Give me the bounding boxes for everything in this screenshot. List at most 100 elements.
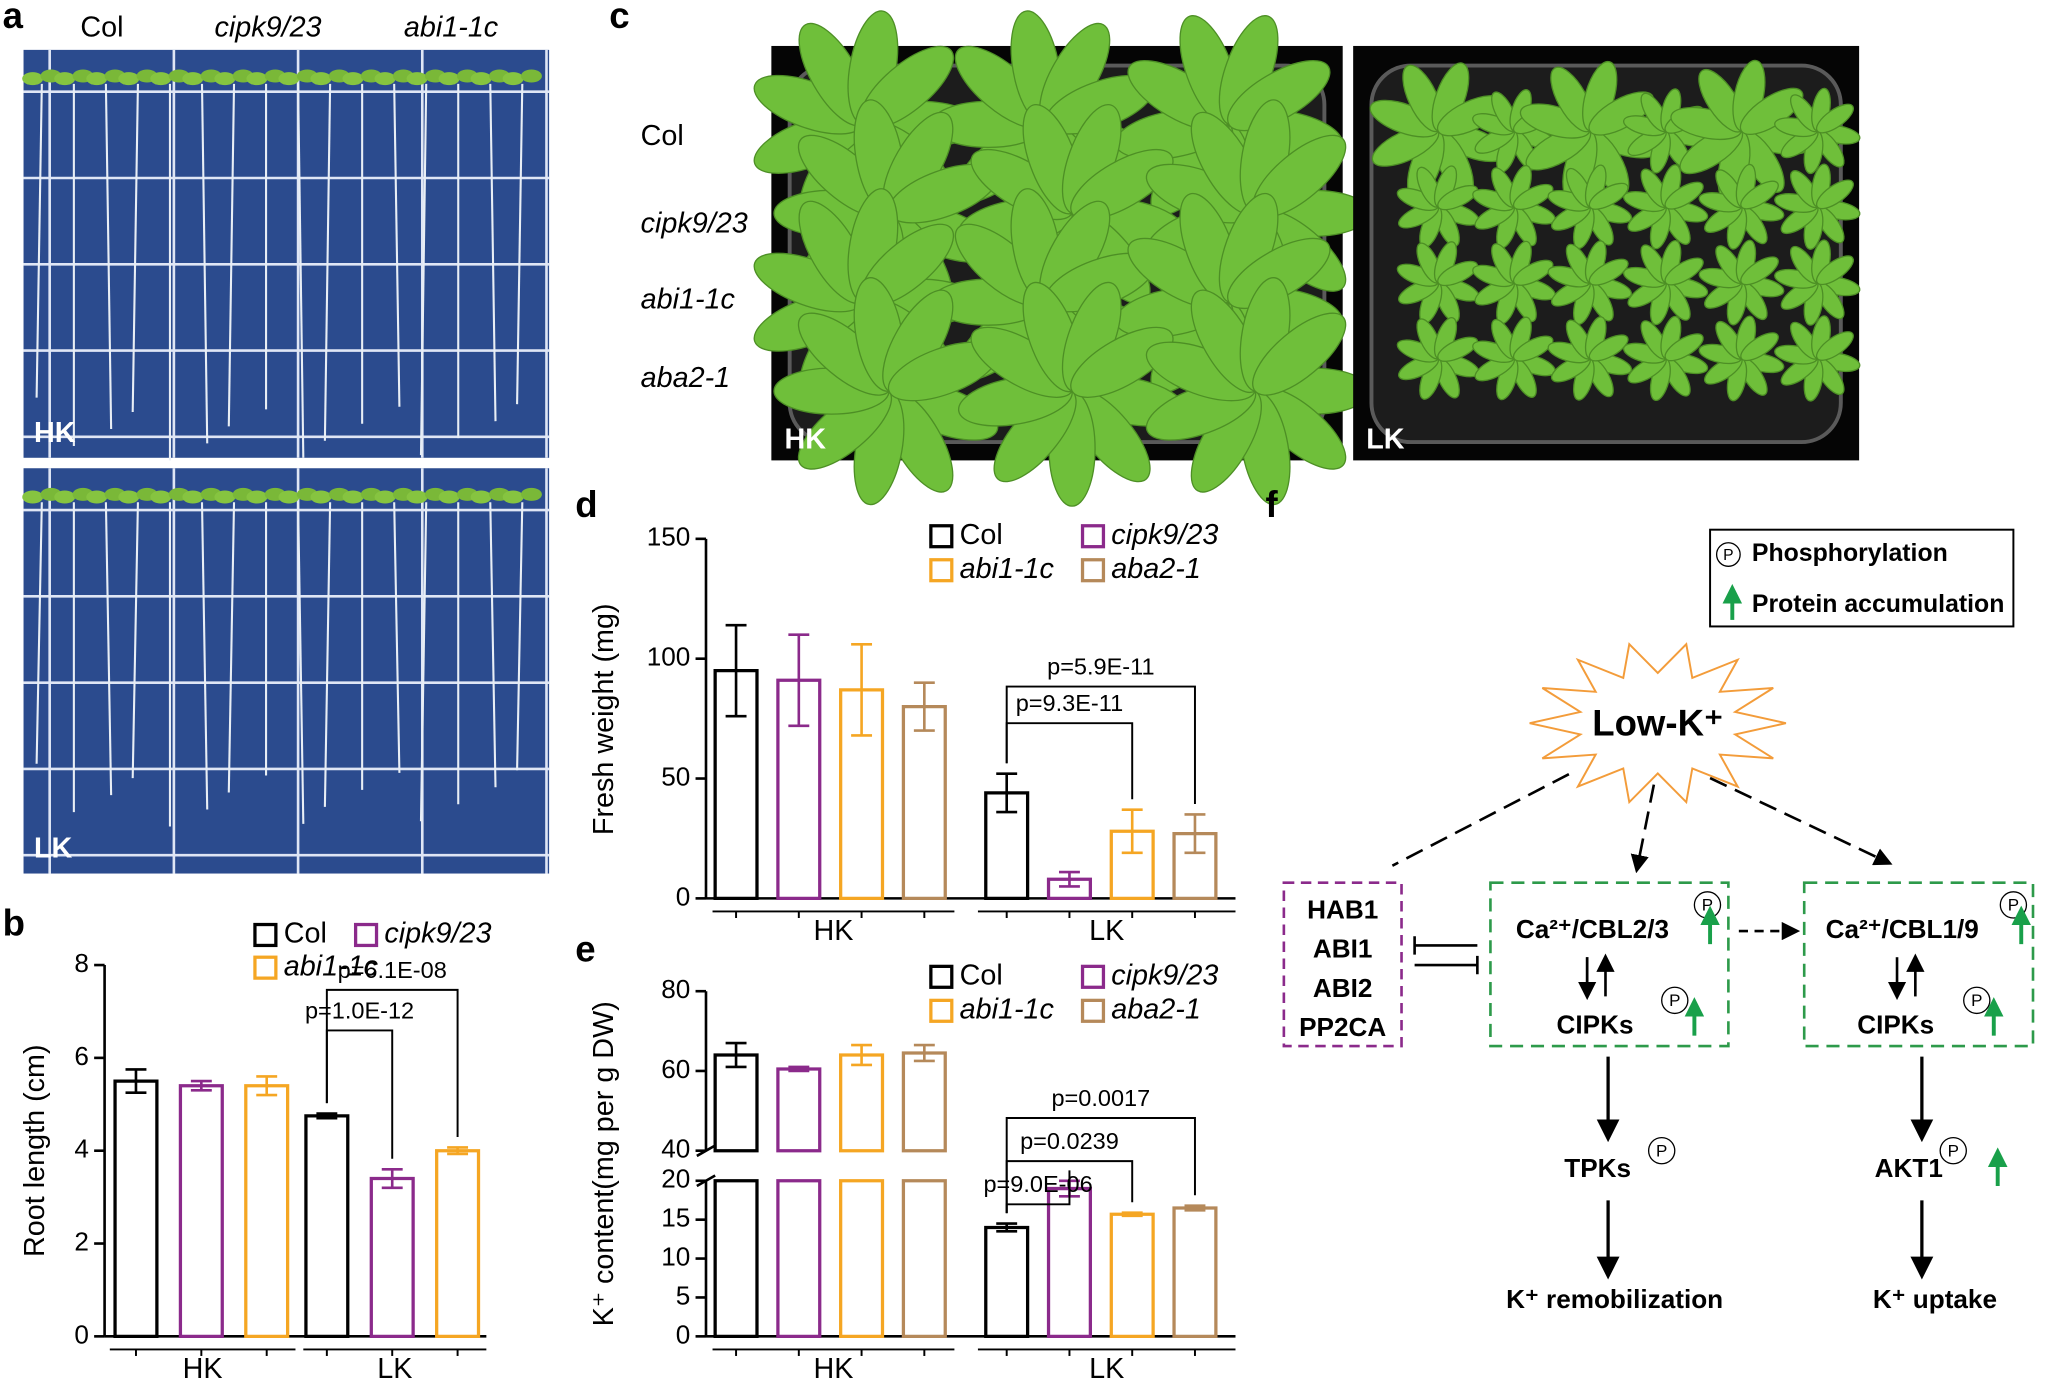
- error-bar: [256, 1075, 278, 1097]
- phospho-symbol: P: [1656, 1141, 1667, 1160]
- y-tick-label: 15: [661, 1203, 690, 1233]
- root: [35, 502, 43, 764]
- root: [516, 83, 524, 405]
- legend-swatch: [1080, 964, 1106, 989]
- group-label: LK: [1089, 1353, 1124, 1381]
- root: [323, 83, 332, 441]
- row-label: aba2-1: [641, 362, 731, 394]
- rosette-leaf: [1512, 335, 1554, 362]
- root: [297, 83, 305, 458]
- bar: [178, 1084, 224, 1338]
- error-bar: [381, 1167, 403, 1190]
- group-label: HK: [183, 1353, 223, 1381]
- group-label: LK: [1089, 915, 1124, 947]
- leaf: [310, 490, 332, 504]
- leaf: [342, 72, 364, 86]
- y-tick-label: 60: [661, 1054, 690, 1084]
- phosphatase: PP2CA: [1299, 1012, 1386, 1042]
- plate-photo: [23, 468, 550, 874]
- legend-text: Protein accumulation: [1752, 591, 2004, 618]
- photos: HK LK HK LK: [22, 10, 1861, 874]
- bar: [1172, 1206, 1218, 1338]
- row-label: Col: [641, 120, 684, 152]
- leaf: [22, 72, 44, 86]
- rosette-leaf: [1588, 258, 1629, 286]
- leaf: [246, 72, 268, 86]
- rosette-leaf: [1512, 259, 1554, 286]
- phospho-symbol: P: [1971, 991, 1982, 1010]
- sensor: Ca²⁺/CBL2/3: [1516, 914, 1669, 944]
- y-tick-label: 0: [676, 881, 691, 911]
- error-bar: [913, 681, 935, 732]
- rosette-leaf: [1740, 332, 1779, 362]
- group-label: HK: [813, 915, 853, 947]
- rosette-leaf: [1664, 181, 1704, 210]
- plate-photo: [23, 49, 550, 458]
- y-axis-label: Root length (cm): [19, 1044, 51, 1257]
- phospho-symbol: P: [1948, 1141, 1959, 1160]
- y-axis-label: Fresh weight (mg): [588, 603, 620, 835]
- root: [419, 83, 428, 456]
- leaf: [150, 490, 172, 504]
- target: AKT1: [1875, 1153, 1943, 1183]
- legend-swatch: [253, 955, 278, 980]
- panel-letter: a: [3, 0, 24, 36]
- phospho-symbol: P: [2008, 896, 2019, 915]
- panel-letter: b: [3, 903, 25, 944]
- leaf: [502, 490, 524, 504]
- bar: [901, 704, 947, 901]
- rosette-leaf: [1070, 326, 1174, 398]
- bar: [244, 1084, 290, 1338]
- legend-label: cipk9/23: [1111, 959, 1218, 991]
- legend-swatch: [253, 922, 278, 948]
- bar: [839, 1053, 885, 1338]
- root: [516, 502, 524, 771]
- root: [131, 83, 139, 413]
- y-tick-label: 50: [661, 761, 690, 791]
- bar: [776, 678, 822, 901]
- root: [35, 83, 43, 398]
- bar: [1109, 1212, 1155, 1338]
- leaf: [374, 490, 396, 504]
- bar: [713, 1053, 759, 1338]
- leaf: [86, 72, 108, 86]
- root: [227, 83, 236, 427]
- rosette-leaf: [1740, 180, 1779, 210]
- legend-swatch: [929, 964, 954, 989]
- rosette-leaf: [1226, 59, 1331, 132]
- phospho-marks: P P P P P P: [1647, 891, 2032, 1187]
- leaf: [520, 487, 542, 501]
- y-tick-label: 10: [661, 1241, 690, 1271]
- rosette-leaf: [1815, 103, 1854, 134]
- root: [104, 83, 113, 430]
- rosette-leaf: [1815, 179, 1854, 210]
- error-bar: [851, 1043, 873, 1067]
- error-bar: [1121, 808, 1143, 855]
- leaf: [278, 490, 300, 504]
- legend-text: Phosphorylation: [1752, 540, 1948, 567]
- legend-label: Col: [960, 519, 1003, 551]
- panel-letter: c: [609, 0, 629, 36]
- y-tick-label: 8: [74, 948, 89, 978]
- leaf: [438, 72, 460, 86]
- legend-label: abi1-1c: [284, 950, 379, 982]
- bar: [435, 1149, 481, 1338]
- leaf: [150, 72, 172, 86]
- row-label: cipk9/23: [641, 208, 748, 240]
- error-bar: [1184, 813, 1206, 855]
- bar: [1046, 1186, 1093, 1338]
- error-bar: [1184, 1204, 1206, 1212]
- legend-label: aba2-1: [1111, 993, 1201, 1025]
- column-label: Col: [80, 12, 123, 44]
- bar: [304, 1114, 350, 1338]
- y-tick-label: 0: [74, 1319, 89, 1349]
- p-value: p=5.9E-11: [1047, 653, 1154, 679]
- significance-bracket: [1005, 1170, 1071, 1214]
- error-bar: [190, 1079, 212, 1092]
- panel-letter: e: [575, 929, 595, 970]
- rosette-leaf: [1512, 183, 1554, 211]
- legend-label: Col: [284, 918, 327, 950]
- y-axis-label: K⁺ content(mg per g DW): [588, 1001, 620, 1326]
